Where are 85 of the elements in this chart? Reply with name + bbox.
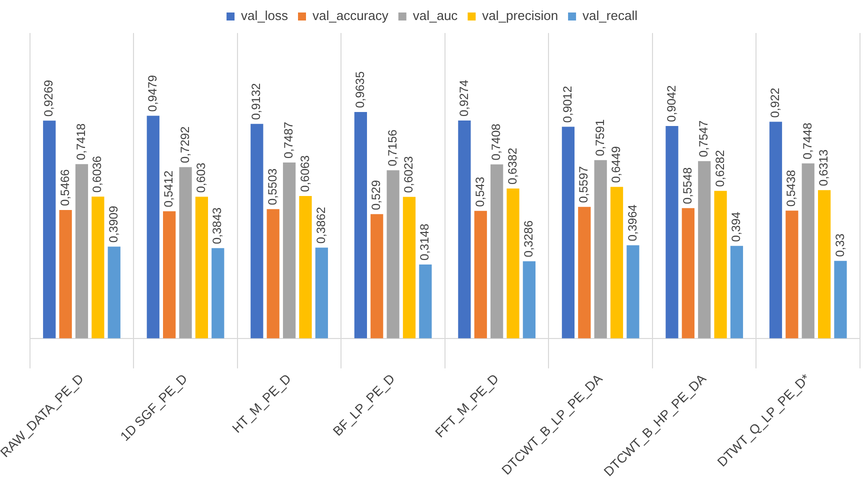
bar: [666, 126, 678, 338]
bar: [490, 164, 504, 338]
bar: [730, 246, 744, 338]
bar: [43, 120, 56, 338]
data-label: 0,6449: [609, 146, 624, 183]
bar: [626, 245, 640, 338]
data-label: 0,6313: [816, 149, 831, 186]
bar: [714, 190, 727, 338]
data-label: 0,922: [768, 87, 782, 118]
bar: [522, 261, 536, 338]
bar: [610, 186, 624, 338]
bar: [594, 160, 607, 338]
bar: [75, 164, 88, 338]
bar: [562, 126, 575, 338]
bar: [299, 196, 312, 338]
data-label: 0,9132: [249, 82, 264, 120]
data-label: 0,3909: [106, 206, 120, 243]
bar: [146, 116, 160, 338]
data-label: 0,3862: [314, 206, 328, 244]
bar: [419, 264, 432, 338]
data-label: 0,6063: [298, 154, 312, 192]
data-label: 0,9635: [352, 71, 367, 108]
bar: [402, 196, 416, 338]
bar: [818, 190, 831, 338]
legend-label: val_auc: [412, 8, 458, 24]
data-label: 0,9042: [664, 84, 678, 122]
data-label: 0,5466: [58, 168, 72, 206]
data-label: 0,9269: [42, 80, 56, 117]
bar: [195, 196, 208, 338]
data-label: 0,3843: [210, 207, 224, 244]
bar: [682, 208, 694, 338]
data-label: 0,7487: [282, 121, 296, 159]
bar: [92, 196, 104, 338]
bar: [370, 214, 384, 338]
bar: [212, 248, 224, 338]
data-label: 0,9274: [456, 80, 471, 117]
data-label: 0,6382: [505, 147, 520, 184]
bar: [802, 163, 814, 338]
bar: [474, 210, 487, 338]
data-label: 0,6282: [712, 150, 727, 187]
legend-label: val_precision: [482, 8, 558, 24]
legend-label: val_recall: [582, 8, 638, 24]
data-label: 0,5438: [784, 170, 798, 207]
data-label: 0,5597: [576, 166, 591, 203]
bar: [266, 209, 280, 338]
data-label: 0,543: [472, 176, 487, 207]
data-label: 0,9479: [145, 74, 160, 112]
bar: [698, 161, 711, 338]
data-label: 0,5548: [680, 167, 694, 204]
legend-label: val_loss: [241, 8, 288, 24]
bar: [282, 162, 296, 338]
bar: [506, 188, 520, 338]
bar: [578, 206, 591, 338]
data-label: 0,529: [369, 180, 384, 210]
legend-label: val_accuracy: [312, 8, 389, 24]
data-label: 0,5503: [265, 168, 280, 206]
data-label: 0,5412: [162, 170, 176, 208]
bar: [786, 210, 798, 338]
bar: [354, 112, 367, 338]
data-label: 0,33: [832, 233, 847, 257]
data-label: 0,7448: [800, 122, 814, 160]
data-label: 0,7408: [489, 123, 504, 160]
bar: [163, 211, 176, 338]
data-label: 0,7591: [592, 119, 607, 156]
data-label: 0,7156: [385, 129, 400, 166]
bar: [250, 124, 264, 338]
bar: [315, 248, 328, 338]
data-label: 0,3286: [522, 220, 536, 258]
data-label: 0,3148: [418, 223, 432, 260]
bar: [108, 246, 120, 338]
data-label: 0,7418: [74, 123, 88, 160]
data-label: 0,6023: [402, 156, 416, 193]
data-label: 0,3964: [625, 204, 640, 242]
bar: [834, 260, 847, 338]
data-label: 0,603: [194, 162, 208, 193]
data-label: 0,7547: [696, 120, 711, 158]
bar: [386, 170, 400, 338]
data-label: 0,9012: [560, 86, 575, 123]
bar: [458, 120, 471, 338]
data-label: 0,394: [729, 211, 744, 242]
data-label: 0,7292: [178, 126, 192, 164]
bar: [769, 122, 782, 338]
bar: [59, 210, 72, 338]
data-label: 0,6036: [90, 156, 104, 193]
bar: [179, 167, 192, 338]
